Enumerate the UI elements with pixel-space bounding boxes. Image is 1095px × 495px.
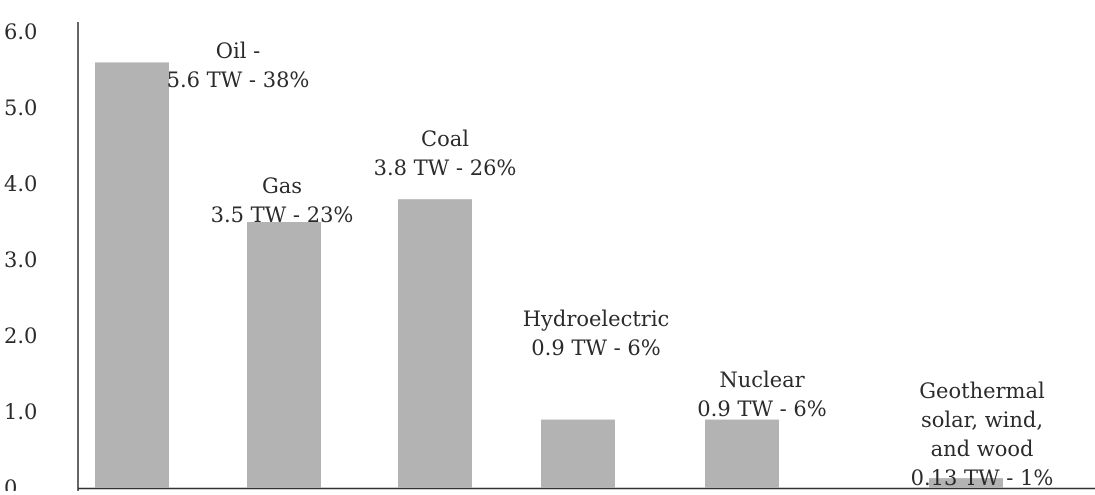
- bar-gas: [247, 222, 321, 488]
- y-tick-label: 2.0: [4, 324, 37, 348]
- y-tick-label: 0: [4, 476, 17, 491]
- bar-data-label: 3.8 TW - 26%: [374, 156, 517, 180]
- bar-data-label: Oil -: [216, 39, 260, 63]
- bar-data-label: and wood: [931, 437, 1034, 461]
- bar-coal: [398, 199, 472, 488]
- bar-data-label: Coal: [421, 127, 469, 151]
- bar-hydroelectric: [541, 419, 615, 488]
- y-tick-label: 1.0: [4, 400, 37, 424]
- bar-data-label: Geothermal: [919, 379, 1045, 403]
- bar-data-label: 5.6 TW - 38%: [167, 68, 310, 92]
- y-tick-label: 3.0: [4, 248, 37, 272]
- bar-data-label: 0.9 TW - 6%: [697, 397, 826, 421]
- bar-oil: [95, 62, 169, 489]
- bar-data-label: 3.5 TW - 23%: [211, 203, 354, 227]
- bar-layer: [95, 62, 1003, 489]
- bar-data-label: 0.9 TW - 6%: [531, 336, 660, 360]
- bar-data-label: 0.13 TW - 1%: [911, 466, 1054, 490]
- bar-data-label: solar, wind,: [921, 408, 1043, 432]
- y-tick-label: 4.0: [4, 172, 37, 196]
- bar-data-label: Hydroelectric: [523, 307, 670, 331]
- axis-layer: 0 1.0 2.0 3.0 4.0 5.0 6.0: [4, 20, 1095, 495]
- bar-data-label: Gas: [262, 174, 302, 198]
- label-layer: Oil - 5.6 TW - 38% Gas 3.5 TW - 23% Coal 3.8 …: [167, 39, 1054, 490]
- bar-geothermal: [929, 478, 1003, 488]
- y-tick-label: 6.0: [4, 20, 37, 44]
- bar-nuclear: [705, 419, 779, 488]
- bar-data-label: Nuclear: [719, 368, 805, 392]
- y-tick-label: 5.0: [4, 96, 37, 120]
